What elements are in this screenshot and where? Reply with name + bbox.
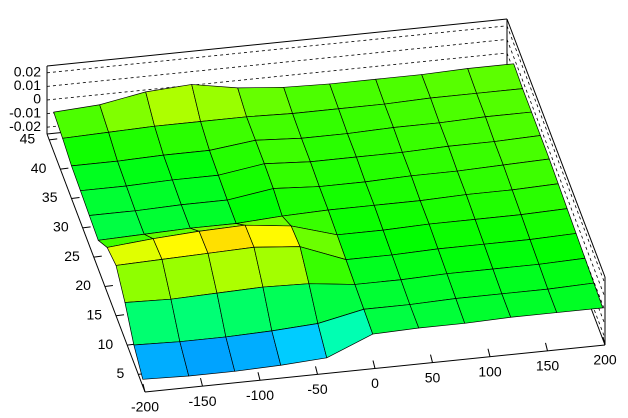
surface-cell [336,229,393,260]
x-tick-label: 150 [536,358,560,374]
y-tick-label: 40 [31,160,47,176]
surface-cell [547,282,604,313]
z-tick-label: -0.01 [9,104,41,120]
grid-line [506,39,606,298]
surface-cell [161,252,218,300]
surface-cell [216,286,273,338]
x-tick-label: -150 [188,393,216,409]
z-tick-label: 0.01 [14,77,41,93]
y-tick-label: 10 [98,336,114,352]
tick-mark [104,284,113,287]
surface-cell [170,292,227,343]
surface-cell [271,323,328,366]
tick-mark [82,226,91,229]
surface-cell [329,78,385,110]
box-edge [506,18,606,278]
surface-cell [244,224,301,248]
surface-cell [345,254,402,285]
z-tick-label: -0.02 [9,118,41,134]
surface-cell [264,161,320,189]
surface-cell [71,160,127,192]
tick-mark [487,348,491,357]
grid-line [506,25,606,284]
tick-mark [315,366,318,375]
surface-cell [327,204,384,236]
surface-cell [207,246,264,294]
surface-cell [180,199,237,229]
grid-line [46,52,508,101]
surface-cell [62,131,118,167]
surface-cell [474,214,531,245]
x-tick-label: 0 [371,375,379,391]
surface-cell [115,259,172,303]
surface-cell [124,298,181,346]
tick-mark [545,342,548,351]
surface-cell [262,283,319,332]
surface-cell [246,113,302,141]
surface-cell [172,174,228,206]
surface-cell [283,83,339,114]
y-tick-label: 30 [53,219,69,235]
surface-cell [292,108,348,139]
surface-cell [225,330,282,372]
surface-cell [80,185,136,216]
tick-mark [115,314,125,317]
tick-mark [142,383,146,393]
x-tick-label: -50 [307,381,327,397]
tick-mark [49,138,58,141]
surface-cell [492,263,549,295]
surface-cell [428,219,485,250]
surface-cell [437,243,494,275]
surface-cell [255,137,311,165]
surface-cell [476,88,532,118]
x-tick-label: 100 [478,363,502,379]
tick-mark [372,360,376,369]
surface-cell [133,341,190,380]
surface-cell [467,63,523,94]
surface-cell [354,279,411,310]
grid-line [46,25,508,74]
x-tick-label: -100 [246,387,274,403]
surface-cell [446,268,503,299]
surface-cell [363,304,420,335]
axis-line [46,133,146,393]
z-tick-label: 0.02 [14,64,41,80]
x-tick-label: 50 [425,369,441,385]
surface-cell [154,121,210,156]
y-tick-label: 35 [42,189,58,205]
y-tick-label: 15 [86,306,102,322]
y-tick-label: 45 [20,131,36,147]
box-edge [46,18,508,67]
surface-cell [465,189,522,220]
surface-cell [455,293,512,324]
y-tick-label: 25 [64,248,80,264]
surface-cell [501,288,558,318]
tick-mark [257,372,261,381]
surface-cell [310,156,366,187]
tick-mark [430,354,433,363]
tick-mark [60,167,69,170]
surface-cell [421,68,477,99]
y-tick-label: 5 [117,365,125,381]
tick-mark [71,197,80,199]
tick-mark [93,255,102,258]
surface-cell [179,336,236,377]
surface-cell [163,150,219,181]
surface-cell [301,133,357,163]
surface-cell [318,181,375,211]
surface-cell [253,246,310,288]
tick-mark [602,336,606,346]
x-tick-label: -200 [131,399,159,415]
z-tick-label: 0 [33,91,41,107]
surface-cell [145,84,201,127]
x-tick-label: 200 [593,352,617,368]
y-tick-label: 20 [75,277,91,293]
tick-mark [200,378,203,387]
surface-cell [99,91,155,133]
surface-cell [237,86,293,118]
surface-cell [483,239,540,270]
grid-line [46,39,508,87]
